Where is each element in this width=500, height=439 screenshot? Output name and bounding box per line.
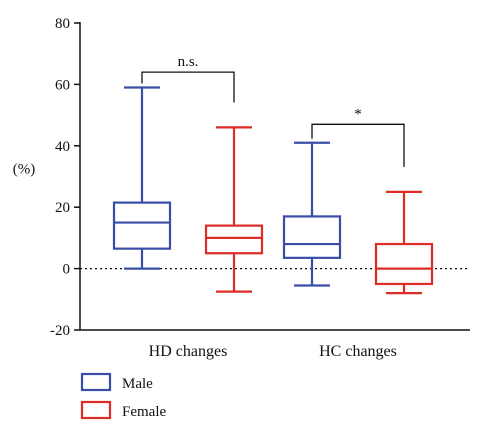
iqr-box [112, 201, 172, 250]
iqr-box [282, 215, 342, 259]
bracket-line [311, 123, 405, 167]
significance-bracket: n.s. [141, 54, 235, 103]
bracket-line [141, 71, 235, 103]
x-category-label: HC changes [319, 343, 397, 360]
boxes [112, 86, 434, 295]
y-tick-label: -20 [50, 323, 70, 339]
y-tick-label: 20 [55, 200, 70, 216]
significance-bracket: * [311, 106, 405, 167]
significance-label: * [354, 106, 362, 122]
iqr-box [204, 224, 264, 255]
x-category-label: HD changes [149, 343, 228, 360]
legend-swatch [80, 372, 112, 392]
legend-swatch [80, 400, 112, 420]
legend-item-male: Male [80, 372, 153, 392]
box-male-1 [282, 141, 342, 287]
legend-label: Male [122, 376, 153, 392]
y-tick-label: 0 [63, 262, 71, 278]
box-female-1 [374, 190, 434, 295]
box-male-0 [112, 86, 172, 270]
y-axis-label: (%) [13, 161, 36, 177]
legend-item-female: Female [80, 400, 166, 420]
y-tick-label: 80 [55, 16, 70, 32]
iqr-box [374, 242, 434, 286]
significance-label: n.s. [178, 54, 199, 70]
y-tick-label: 40 [55, 139, 70, 155]
axes: 80 60 40 20 0 -20 (%) HD changes HC changes [13, 16, 470, 360]
y-tick-label: 60 [55, 77, 70, 93]
legend-label: Female [122, 404, 166, 420]
box-female-0 [204, 126, 264, 293]
legend: Male Female [80, 372, 166, 420]
significance-brackets: n.s. * [141, 54, 405, 167]
